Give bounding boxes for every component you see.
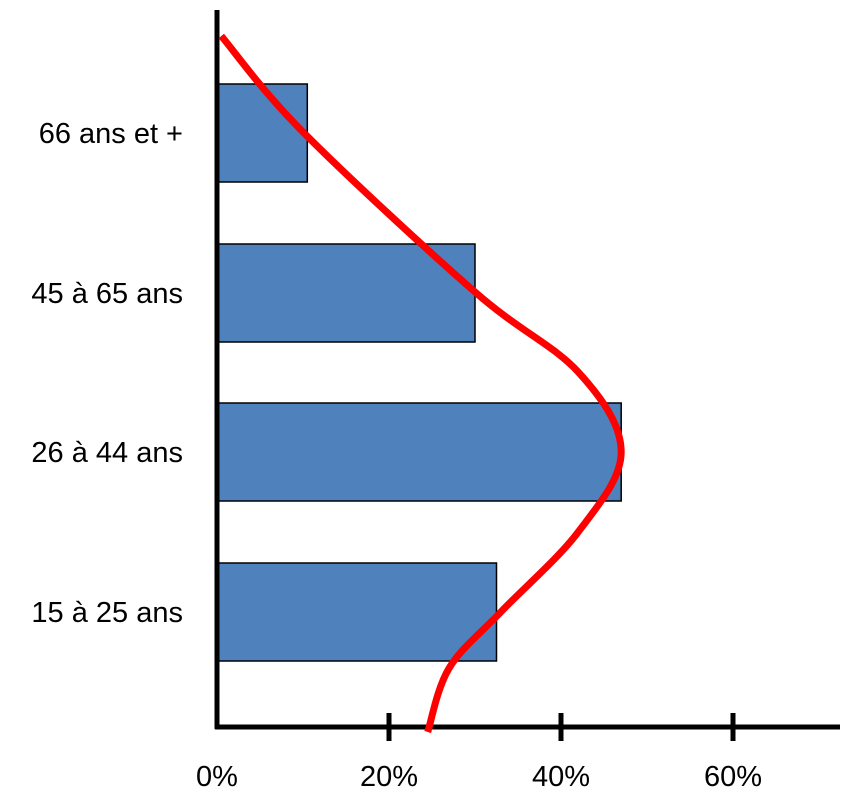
bar-2 [216, 402, 622, 502]
x-tick-label: 60% [704, 761, 762, 793]
x-tick-label: 0% [196, 761, 238, 793]
category-label: 45 à 65 ans [31, 278, 183, 310]
bar-1 [216, 562, 498, 662]
category-label: 66 ans et + [39, 118, 183, 150]
category-labels-layer: 15 à 25 ans 26 à 44 ans 45 à 65 ans 66 ans … [31, 118, 183, 629]
bar-4 [216, 83, 309, 183]
bars-layer [216, 83, 622, 662]
category-label: 15 à 25 ans [31, 597, 183, 629]
x-tick-label: 40% [532, 761, 590, 793]
trend-curve-layer [218, 33, 625, 734]
axes-layer: 0% 20% 40% 60% [196, 10, 840, 793]
trend-curve [218, 33, 625, 734]
x-tick-label: 20% [360, 761, 418, 793]
category-label: 26 à 44 ans [31, 437, 183, 469]
bar-3 [216, 243, 476, 343]
